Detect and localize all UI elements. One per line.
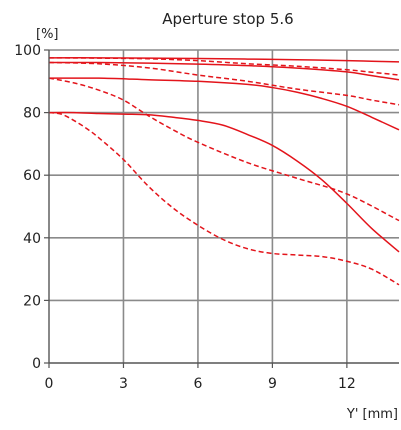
x-tick-label: 12: [338, 376, 356, 392]
y-tick-label: 40: [23, 231, 41, 247]
y-tick-label: 100: [14, 43, 41, 59]
series-line-7-solid: [48, 111, 400, 253]
y-tick-label: 60: [23, 168, 41, 184]
y-tick-label: 20: [23, 293, 41, 309]
series-line-8-dashed: [48, 111, 400, 286]
x-tick-label: 0: [45, 376, 54, 392]
y-tick-label: 80: [23, 106, 41, 122]
x-tick-label: 6: [193, 376, 202, 392]
axes: [44, 49, 399, 368]
grid: [49, 49, 399, 363]
series-line-4-dashed: [48, 61, 400, 106]
y-axis-label: [%]: [36, 27, 59, 42]
series-line-6-dashed: [48, 77, 400, 222]
series-line-3-solid: [48, 61, 400, 81]
tick-labels: 0 20 40 60 80 100 0 3 6 9 12: [14, 43, 356, 392]
series-line-5-solid: [48, 77, 400, 131]
series-line-2-dashed: [48, 57, 400, 76]
x-tick-label: 3: [119, 376, 128, 392]
chart-title: Aperture stop 5.6: [162, 10, 293, 28]
series-group: [48, 57, 400, 286]
y-tick-label: 0: [32, 356, 41, 372]
x-tick-label: 9: [268, 376, 277, 392]
x-axis-label: Y' [mm]: [346, 407, 398, 422]
